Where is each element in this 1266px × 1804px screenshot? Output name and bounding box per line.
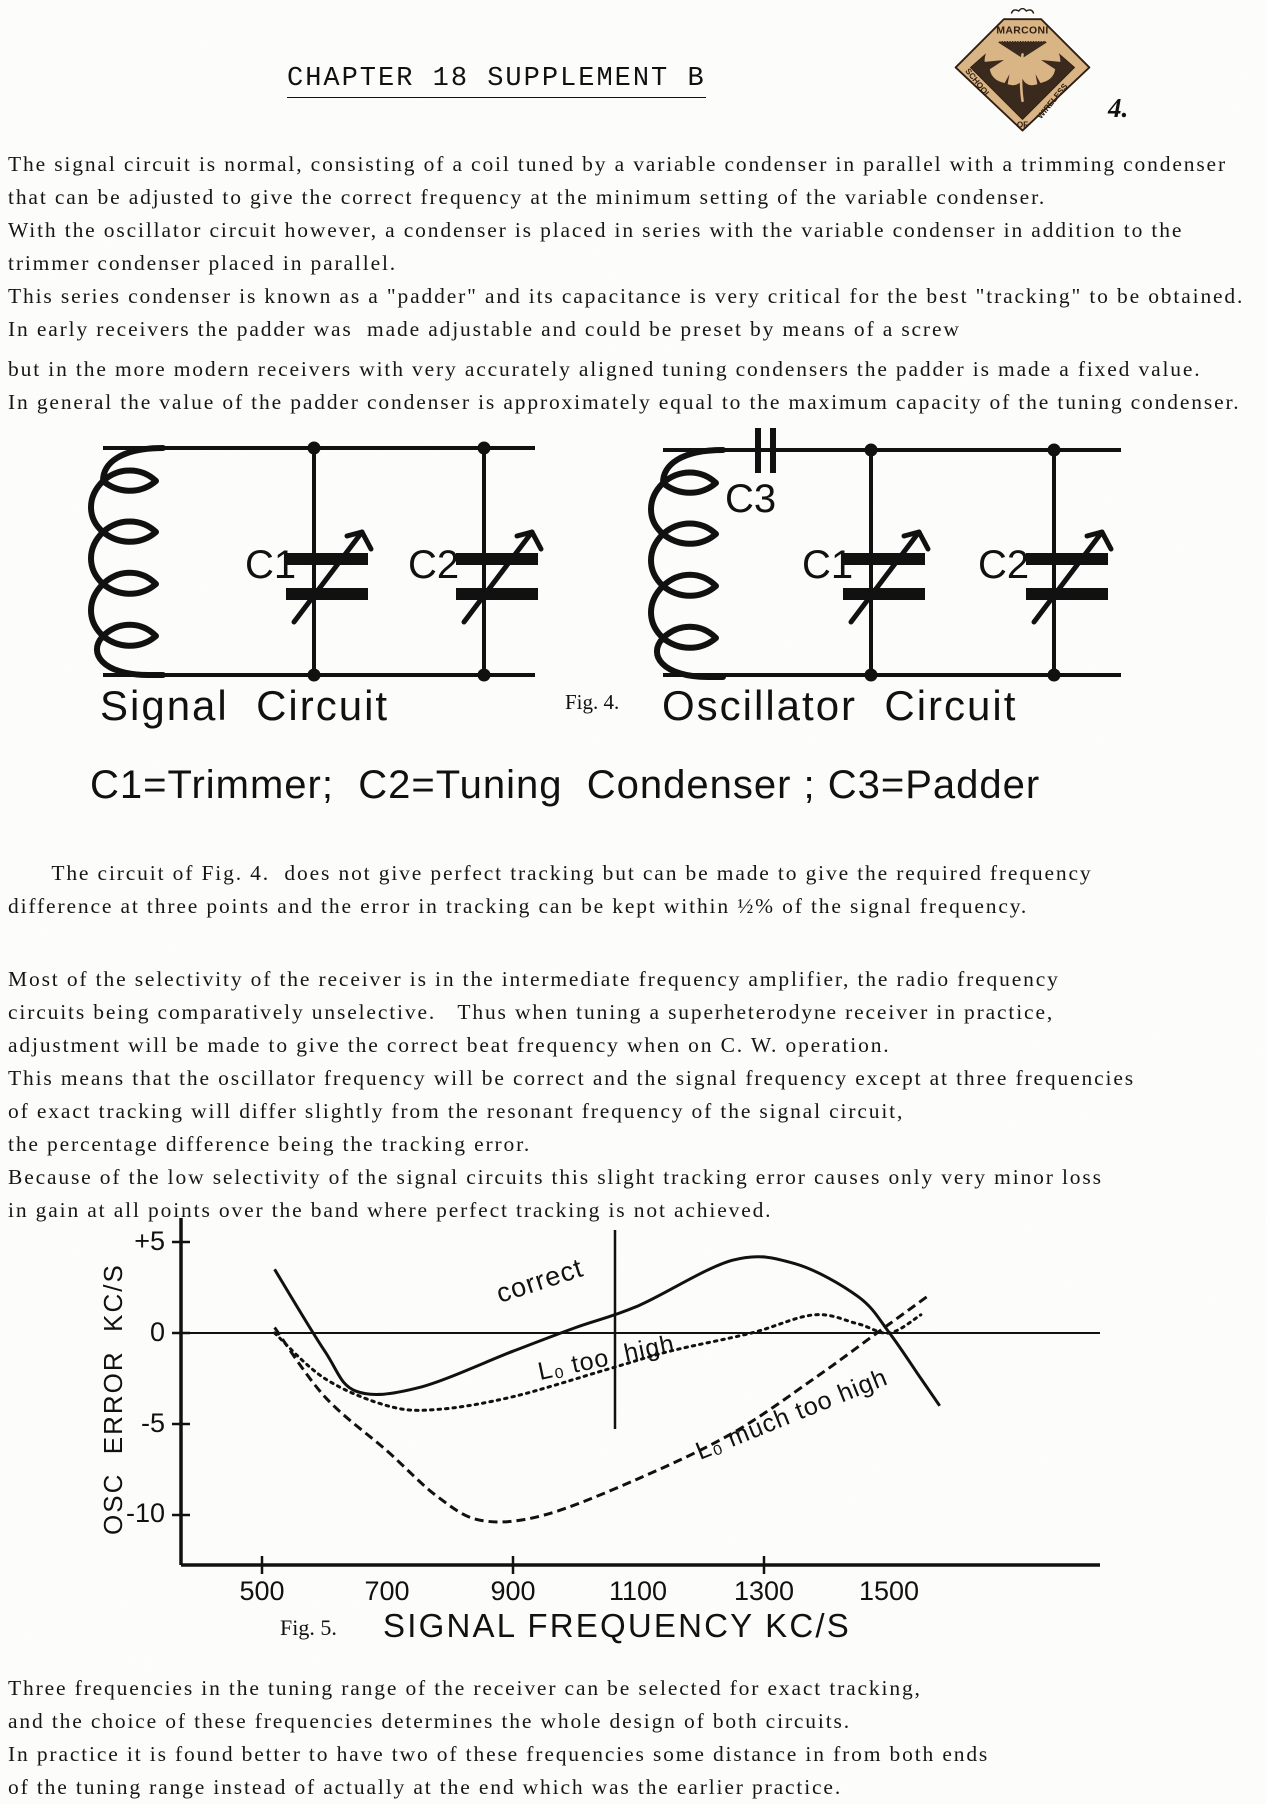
svg-text:SIGNAL FREQUENCY KC/S: SIGNAL FREQUENCY KC/S — [383, 1607, 851, 1644]
svg-text:correct: correct — [493, 1253, 587, 1309]
svg-text:900: 900 — [490, 1576, 535, 1606]
svg-text:1500: 1500 — [859, 1576, 919, 1606]
svg-text:-5: -5 — [141, 1408, 165, 1438]
svg-text:500: 500 — [239, 1576, 284, 1606]
svg-text:1300: 1300 — [734, 1576, 794, 1606]
svg-text:OSC ERROR KC/S: OSC ERROR KC/S — [98, 1263, 128, 1535]
svg-text:Fig. 5.: Fig. 5. — [280, 1615, 337, 1640]
svg-text:L₀ much too high: L₀ much too high — [692, 1363, 892, 1465]
svg-text:0: 0 — [150, 1317, 165, 1347]
svg-text:+5: +5 — [134, 1226, 165, 1256]
svg-text:L₀ too high: L₀ too high — [535, 1330, 677, 1386]
svg-text:-10: -10 — [126, 1498, 165, 1528]
svg-text:1100: 1100 — [609, 1576, 667, 1606]
svg-text:700: 700 — [364, 1576, 409, 1606]
